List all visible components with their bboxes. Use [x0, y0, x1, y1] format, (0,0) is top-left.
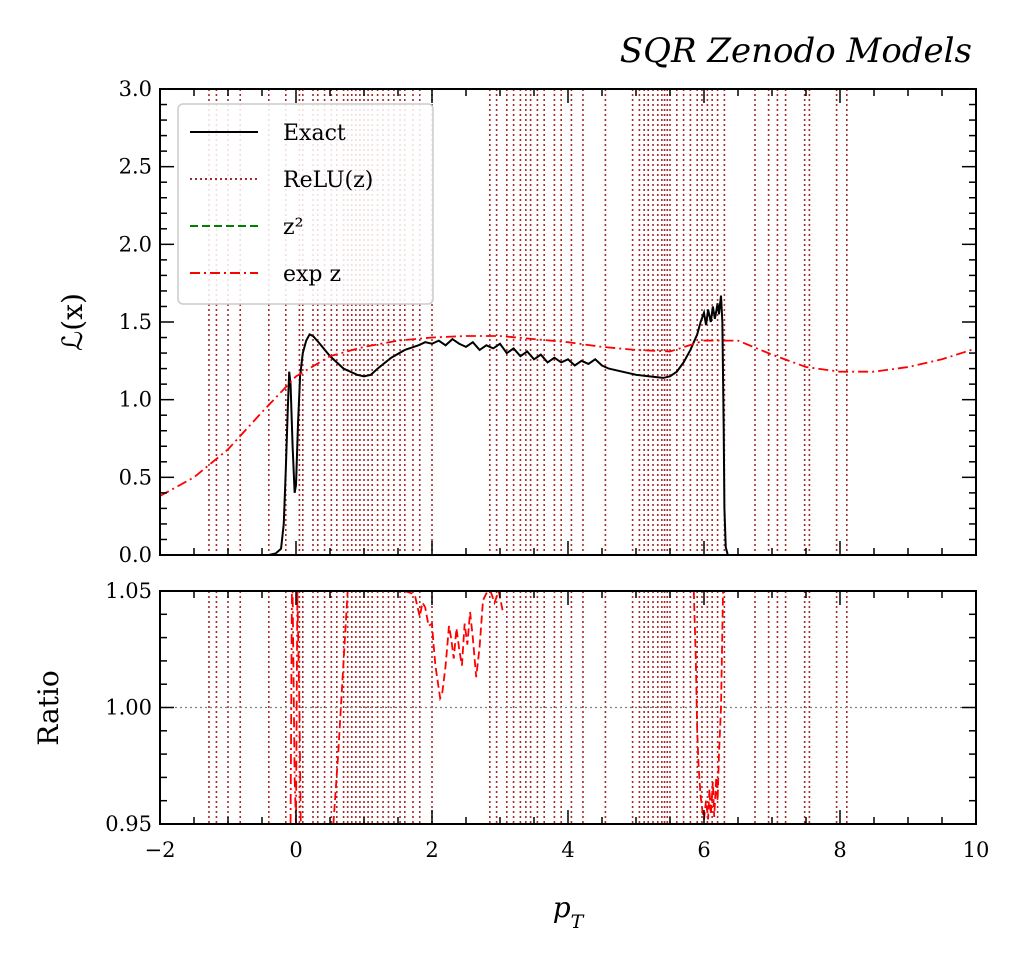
x-axis-label: pT: [553, 891, 585, 933]
main-y-axis-label: ℒ(x): [56, 293, 89, 351]
legend: Exact ReLU(z) z² exp z: [177, 103, 434, 305]
x-axis-label-sub: T: [571, 911, 585, 933]
chart-title: SQR Zenodo Models: [620, 31, 972, 71]
x-tick-label: 8: [833, 838, 846, 862]
ratio-series-group: [160, 591, 976, 824]
main-y-tick-label: 2.5: [119, 155, 152, 179]
main-y-tick-label: 0.5: [119, 465, 152, 489]
main-y-tick-label: 0.0: [119, 543, 152, 567]
main-y-tick-label: 2.0: [119, 232, 152, 256]
x-tick-label: 4: [561, 838, 574, 862]
legend-label-1: ReLU(z): [283, 168, 373, 193]
ratio-series-0: [289, 591, 302, 824]
x-tick-label: 2: [425, 838, 438, 862]
ratio-series-3: [692, 591, 724, 820]
ratio-y-axis-label: Ratio: [32, 670, 65, 745]
legend-label-2: z²: [283, 215, 303, 240]
main-y-tick-label: 1.5: [119, 310, 152, 334]
axis-ticks: [159, 88, 977, 825]
ratio-y-tick-label: 0.95: [105, 812, 152, 836]
main-series-group: [160, 295, 976, 555]
legend-label-3: exp z: [283, 262, 341, 287]
ratio-y-tick-label: 1.00: [105, 696, 152, 720]
ratio-y-tick-label: 1.05: [105, 579, 152, 603]
tick-labels: −2 0 2 4 6 8 10 0.0 0.5 1.0 1.5 2.0 2.5 3.0 0.95 1.00 1.…: [105, 77, 989, 862]
ratio-plot-frame: [159, 590, 977, 825]
x-tick-label: −2: [145, 838, 176, 862]
main-y-tick-label: 3.0: [119, 77, 152, 101]
main-y-tick-label: 1.0: [119, 388, 152, 412]
x-tick-label: 10: [963, 838, 990, 862]
main-series-0: [268, 295, 732, 555]
legend-label-0: Exact: [283, 121, 346, 146]
x-axis-label-main: p: [553, 891, 571, 924]
legend-box: [177, 103, 434, 305]
x-tick-label: 6: [697, 838, 710, 862]
ratio-series-2: [404, 591, 505, 702]
main-series-3: [160, 335, 976, 497]
x-tick-label: 0: [289, 838, 302, 862]
